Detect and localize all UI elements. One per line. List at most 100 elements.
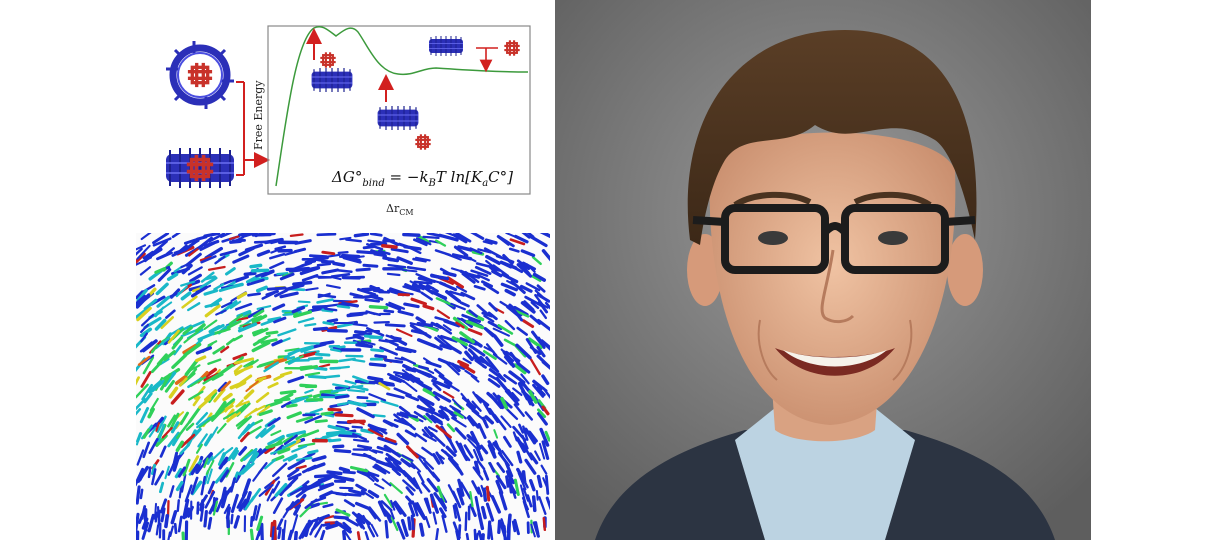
molecule-rod	[454, 502, 462, 522]
molecule-rod	[407, 516, 412, 531]
molecule-rod	[387, 257, 400, 263]
molecule-rod	[136, 244, 151, 260]
molecule-rod	[368, 393, 387, 402]
molecule-rod	[487, 378, 501, 388]
molecule-rod	[190, 476, 199, 495]
molecule-rod	[328, 438, 342, 443]
molecule-rod	[312, 326, 329, 332]
molecule-rod	[203, 509, 208, 528]
molecule-rod	[236, 291, 248, 300]
molecule-rod	[352, 375, 369, 383]
molecule-rod	[332, 444, 345, 449]
molecule-rod	[350, 256, 361, 262]
molecule-rod	[321, 308, 334, 313]
molecule-rod	[538, 442, 546, 460]
molecule-rod	[229, 300, 242, 310]
molecule-rod	[299, 266, 321, 276]
molecule-rod	[505, 475, 510, 488]
molecule-rod	[136, 293, 151, 309]
molecule-rod	[504, 389, 520, 406]
molecule-rod	[165, 309, 176, 319]
molecule-rod	[287, 375, 305, 384]
molecule-rod	[237, 415, 252, 430]
guest-exiting	[414, 133, 432, 151]
molecule-rod	[479, 444, 489, 455]
molecule-rod	[143, 392, 153, 404]
molecule-rod	[485, 502, 495, 522]
molecule-rod	[513, 403, 525, 418]
molecule-rod	[459, 481, 472, 500]
molecule-rod	[222, 411, 236, 420]
molecule-rod	[188, 455, 200, 473]
molecule-rod	[244, 407, 258, 419]
molecule-rod	[504, 319, 516, 331]
molecule-rod	[181, 531, 185, 540]
molecule-rod	[225, 267, 236, 276]
molecule-rod	[207, 480, 216, 495]
molecule-rod	[173, 344, 182, 356]
molecule-rod	[136, 306, 152, 322]
molecule-rod	[269, 261, 285, 270]
molecule-rod	[274, 245, 287, 251]
molecule-rod	[439, 334, 458, 343]
molecule-rod	[402, 479, 416, 492]
molecule-rod	[529, 314, 542, 325]
molecule-rod	[175, 480, 184, 492]
molecule-rod	[367, 428, 384, 438]
molecule-rod	[285, 283, 305, 292]
molecule-rod	[320, 393, 335, 398]
molecule-rod	[214, 467, 229, 484]
molecule-rod	[338, 466, 351, 473]
molecule-rod	[402, 233, 421, 238]
guest-leaving	[319, 51, 337, 69]
molecule-rod	[492, 334, 504, 347]
molecule-rod	[513, 305, 529, 317]
molecule-rod	[272, 497, 284, 515]
molecule-rod	[402, 363, 416, 373]
molecule-rod	[395, 348, 412, 354]
molecule-rod	[423, 414, 433, 424]
molecule-rod	[287, 454, 298, 462]
molecule-rod	[304, 388, 314, 394]
molecule-rod	[369, 426, 383, 437]
molecule-rod	[277, 447, 291, 455]
molecule-rod	[167, 326, 184, 337]
molecule-rod	[287, 472, 302, 481]
molecule-rod	[314, 352, 331, 357]
molecule-rod	[372, 465, 387, 475]
molecule-rod	[522, 425, 529, 441]
molecule-rod	[454, 462, 464, 476]
molecule-rod	[521, 434, 529, 450]
molecule-rod	[202, 367, 218, 380]
molecule-rod	[136, 485, 141, 505]
molecule-rod	[457, 359, 470, 368]
molecule-rod	[461, 396, 477, 410]
molecule-rod	[540, 339, 550, 351]
molecule-rod	[255, 503, 262, 521]
molecule-rod	[287, 529, 294, 540]
molecule-rod	[460, 291, 476, 301]
molecule-rod	[375, 463, 391, 474]
molecule-rod	[269, 252, 286, 260]
molecule-rod	[493, 429, 499, 439]
molecule-rod	[233, 515, 240, 529]
molecule-rod	[271, 339, 283, 347]
molecule-rod	[485, 343, 498, 357]
molecule-rod	[536, 345, 546, 358]
molecule-rod	[301, 521, 314, 539]
molecule-rod	[266, 286, 287, 291]
molecule-rod	[492, 327, 510, 337]
molecule-rod	[450, 267, 469, 275]
molecule-rod	[218, 285, 236, 293]
molecule-rod	[254, 376, 267, 382]
nose	[820, 249, 855, 324]
molecule-rod	[511, 520, 517, 533]
molecule-rod	[436, 485, 445, 503]
molecule-rod	[229, 380, 247, 390]
molecule-rod	[161, 426, 173, 439]
molecule-rod	[442, 324, 452, 332]
molecule-rod	[535, 490, 539, 501]
molecule-rod	[408, 502, 416, 517]
molecule-rod	[175, 285, 188, 298]
molecule-rod	[383, 419, 399, 428]
